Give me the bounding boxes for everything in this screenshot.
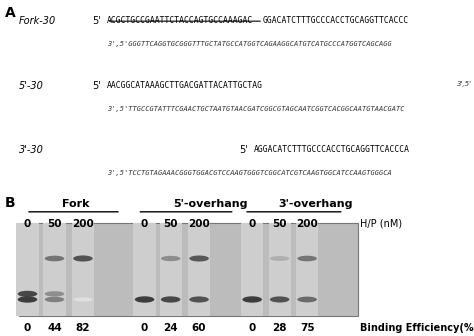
Text: 5'-overhang: 5'-overhang [173,199,248,209]
Text: 44: 44 [47,323,62,333]
Text: 200: 200 [296,219,318,229]
Ellipse shape [297,297,317,302]
Ellipse shape [18,296,37,303]
Text: 75: 75 [300,323,314,333]
Text: Binding Efficiency(%): Binding Efficiency(%) [360,323,474,333]
Text: A: A [5,6,16,20]
Bar [133,223,155,316]
Bar [19,223,358,316]
Text: 3'-30: 3'-30 [19,145,44,155]
Text: 200: 200 [188,219,210,229]
Text: AGGACATCTTTGCCCACCTGCAGGTTCACCCA: AGGACATCTTTGCCCACCTGCAGGTTCACCCA [254,145,410,154]
Text: 0: 0 [141,219,148,229]
Ellipse shape [189,255,209,261]
Text: GGACATCTTTGCCCACCTGCAGGTTCACCC: GGACATCTTTGCCCACCTGCAGGTTCACCC [263,16,410,25]
Ellipse shape [45,291,64,297]
Ellipse shape [242,296,262,303]
Text: 0: 0 [248,323,256,333]
Text: 60: 60 [192,323,206,333]
Text: 50: 50 [164,219,178,229]
Text: 5'-30: 5'-30 [19,81,44,91]
Ellipse shape [297,256,317,261]
Text: 3'-overhang: 3'-overhang [278,199,353,209]
Text: 0: 0 [24,323,31,333]
Text: 3',5'GGGTTCAGGTGCGGGTTTGCTATGCCATGGTCAGAAGGCATGTCATGCCCATGGTCAGCAGG: 3',5'GGGTTCAGGTGCGGGTTTGCTATGCCATGGTCAGA… [107,41,392,47]
Ellipse shape [18,291,37,297]
Text: 50: 50 [273,219,287,229]
Bar [188,223,210,316]
Ellipse shape [270,296,290,302]
Bar [16,223,38,316]
Bar [159,223,182,316]
Text: 5': 5' [239,145,248,155]
Text: ACGCTGCCGAATTCTACCAGTGCCAAAGAC: ACGCTGCCGAATTCTACCAGTGCCAAAGAC [107,16,253,25]
Ellipse shape [135,296,155,303]
Ellipse shape [161,296,181,303]
Text: B: B [5,196,15,210]
Text: 200: 200 [72,219,94,229]
Ellipse shape [45,256,64,261]
Text: Fork-30: Fork-30 [19,16,56,26]
Ellipse shape [45,297,64,302]
Text: 28: 28 [273,323,287,333]
Text: 3',5': 3',5' [457,81,473,87]
Text: 3',5'TTGCCGTATTTCGAACTGCTAATGTAACGATCGGCGTAGCAATCGGTCACGGCAATGTAACGATC: 3',5'TTGCCGTATTTCGAACTGCTAATGTAACGATCGGC… [107,106,404,112]
Text: 50: 50 [47,219,62,229]
Text: AACGGCATAAAGCTTGACGATTACATTGCTAG: AACGGCATAAAGCTTGACGATTACATTGCTAG [107,81,263,90]
Text: 0: 0 [248,219,256,229]
Bar [241,223,264,316]
Bar [72,223,94,316]
Text: H/P (nM): H/P (nM) [360,219,402,229]
Text: Fork: Fork [62,199,90,209]
Text: 3',5'TCCTGTAGAAACGGGTGGACGTCCAAGTGGGTCGGCATCGTCAAGTGGCATCCAAGTGGGCA: 3',5'TCCTGTAGAAACGGGTGGACGTCCAAGTGGGTCGG… [107,170,392,176]
Bar [268,223,291,316]
Text: 5': 5' [92,81,101,91]
Text: 0: 0 [24,219,31,229]
Ellipse shape [73,297,93,302]
Text: 82: 82 [76,323,90,333]
Text: 24: 24 [164,323,178,333]
Text: 5': 5' [92,16,101,26]
Ellipse shape [73,255,93,261]
Ellipse shape [270,256,290,261]
Bar [44,223,65,316]
Bar [296,223,319,316]
Ellipse shape [189,296,209,302]
Text: 0: 0 [141,323,148,333]
Ellipse shape [161,256,181,261]
